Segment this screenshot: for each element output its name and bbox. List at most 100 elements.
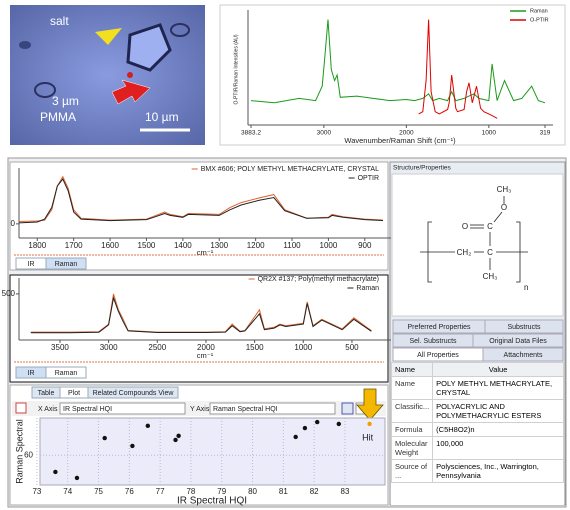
combo-value[interactable]: IR Spectral HQI [63,406,112,413]
property-tabs [392,319,564,362]
x-tick-label: 3883.2 [241,130,261,137]
table-cell: Polysciences, Inc., Warrington, Pennsylv… [432,459,564,483]
x-tick-label: 1400 [174,241,192,250]
legend-label: QR2X #137; Poly(methyl methacrylate) [258,276,379,283]
x-tick-label: 77 [156,487,165,496]
tab-label[interactable]: Table [38,390,55,397]
combo[interactable] [59,402,186,415]
annotation: Hit [362,432,373,442]
tab-label[interactable]: Attachments [504,352,543,359]
tab-label[interactable]: Sel. Substructs [409,338,457,345]
point [293,434,298,440]
x-tick-label: 2000 [399,130,414,137]
atom-label: C [487,248,493,257]
tab-label[interactable]: Original Data Files [489,338,547,345]
series-line [30,295,372,334]
x-tick-label: 1100 [283,241,301,250]
table-cell: (C5H8O2)n [432,422,564,437]
atom-label: C [487,222,493,231]
structure-area [391,173,564,317]
tab-label[interactable]: Related Compounds View [93,390,175,397]
tab-label[interactable]: All Properties [417,352,459,359]
tab-label[interactable]: Raman [55,261,78,268]
image-label: PMMA [40,110,76,124]
table-row: Name POLY METHYL METHACRYLATE, CRYSTAL [391,376,564,400]
tab[interactable] [482,347,564,362]
atom-label: O [501,203,507,212]
x-tick-label: 1500 [138,241,156,250]
table-row: Molecular Weight 100,000 [391,436,564,460]
x-tick-label: 1600 [101,241,119,250]
x-tick-label: 2000 [197,343,215,352]
x-tick-label: 76 [125,487,134,496]
point [130,443,135,449]
plot-area [39,417,386,486]
combo-label: X Axis [38,406,58,413]
series-line [250,19,546,104]
x-tick-label: 3500 [51,343,69,352]
table-cell: POLYACRYLIC AND POLYMETHACRYLIC ESTERS [432,399,564,423]
x-tick-label: 82 [310,487,319,496]
tab-label[interactable]: IR [28,261,35,268]
y-axis-label: O-PTIR/Raman Intensities (AU) [233,34,239,104]
ir-panel [9,161,389,271]
y-tick-label: 0 [11,219,16,228]
point [173,437,178,443]
tab[interactable] [472,333,564,348]
table: Name Value Name POLY METHYL METHACRYLATE, … [391,362,564,483]
hit-arrow [356,388,384,421]
icon[interactable] [15,402,27,414]
x-tick-label: 1000 [320,241,338,250]
point [53,469,58,475]
table-cell: 100,000 [432,436,564,460]
series-line [19,178,384,224]
x-axis-label: IR Spectral HQI [177,496,247,507]
tab-label[interactable]: Plot [68,390,80,397]
legend-label: BMX #606; POLY METHYL METHACRYLATE, CRYS… [201,166,379,173]
combo[interactable] [209,402,336,415]
tab[interactable] [484,319,564,334]
tab[interactable] [45,257,87,270]
x-axis-label: cm⁻¹ [197,248,214,257]
atom-label: O [462,222,468,231]
image-label: salt [50,14,69,28]
image-label: 10 µm [145,110,179,124]
y-tick-label: 500 [2,289,16,298]
point [367,421,372,427]
tab[interactable] [45,366,87,379]
x-tick-label: 1300 [210,241,228,250]
x-tick-label: 74 [63,487,72,496]
table-cell: Name [391,376,434,400]
x-tick-label: 1500 [246,343,264,352]
table-cell: Classific... [391,399,434,423]
tab-label[interactable]: Preferred Properties [407,324,471,331]
legend-label: Raman [356,285,379,292]
atom-label: CH₃ [483,272,498,281]
point [145,423,151,429]
point [315,419,320,425]
column-header: Value [432,362,564,377]
point [302,425,308,431]
x-tick-label: 2500 [148,343,166,352]
tab-label[interactable]: Raman [55,370,78,377]
x-tick-label: 3000 [317,130,332,137]
atom-label: n [524,283,528,292]
icon[interactable] [341,402,354,415]
x-tick-label: 78 [186,487,195,496]
point [176,433,181,439]
image-label: 3 µm [52,94,79,108]
x-tick-label: 73 [32,487,41,496]
x-tick-label: 319 [540,130,551,137]
x-tick-label: 1700 [65,241,83,250]
tab[interactable] [87,386,179,399]
x-tick-label: 81 [279,487,288,496]
x-tick-label: 1800 [28,241,46,250]
combo-value[interactable]: Raman Spectral HQI [213,406,278,413]
tab-label[interactable]: Substructs [507,324,541,331]
table-row: Formula (C5H8O2)n [391,422,564,437]
x-tick-label: 79 [217,487,226,496]
combo-label: Y Axis [190,406,210,413]
tab-label[interactable]: IR [28,370,35,377]
x-tick-label: 3000 [100,343,118,352]
microscope-image: salt 3 µm PMMA 10 µm [10,5,205,145]
